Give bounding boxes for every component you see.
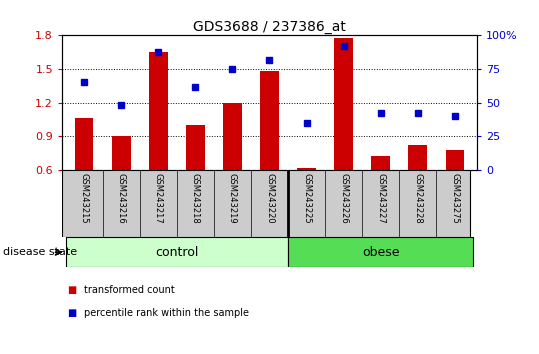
- Text: GSM243219: GSM243219: [228, 173, 237, 224]
- Bar: [298, 168, 316, 170]
- Bar: [371, 156, 390, 170]
- Text: GSM243227: GSM243227: [376, 173, 385, 224]
- Text: GSM243216: GSM243216: [117, 173, 126, 224]
- Bar: [288, 237, 473, 267]
- Bar: [446, 150, 464, 170]
- Bar: [75, 118, 93, 170]
- Text: obese: obese: [362, 246, 399, 259]
- Bar: [149, 52, 168, 170]
- Text: ■: ■: [67, 285, 77, 295]
- Text: GSM243275: GSM243275: [450, 173, 459, 224]
- Title: GDS3688 / 237386_at: GDS3688 / 237386_at: [193, 21, 346, 34]
- Bar: [66, 237, 288, 267]
- Bar: [260, 71, 279, 170]
- Text: control: control: [155, 246, 198, 259]
- Text: GSM243215: GSM243215: [80, 173, 89, 224]
- Text: percentile rank within the sample: percentile rank within the sample: [84, 308, 248, 318]
- Text: GSM243217: GSM243217: [154, 173, 163, 224]
- Text: GSM243225: GSM243225: [302, 173, 311, 224]
- Text: GSM243226: GSM243226: [339, 173, 348, 224]
- Bar: [223, 103, 241, 170]
- Bar: [186, 125, 205, 170]
- Bar: [112, 136, 130, 170]
- Bar: [334, 38, 353, 170]
- Text: GSM243228: GSM243228: [413, 173, 422, 224]
- Text: ■: ■: [67, 308, 77, 318]
- Text: GSM243218: GSM243218: [191, 173, 200, 224]
- Bar: [409, 145, 427, 170]
- Text: GSM243220: GSM243220: [265, 173, 274, 224]
- Text: disease state: disease state: [3, 247, 77, 257]
- Text: transformed count: transformed count: [84, 285, 174, 295]
